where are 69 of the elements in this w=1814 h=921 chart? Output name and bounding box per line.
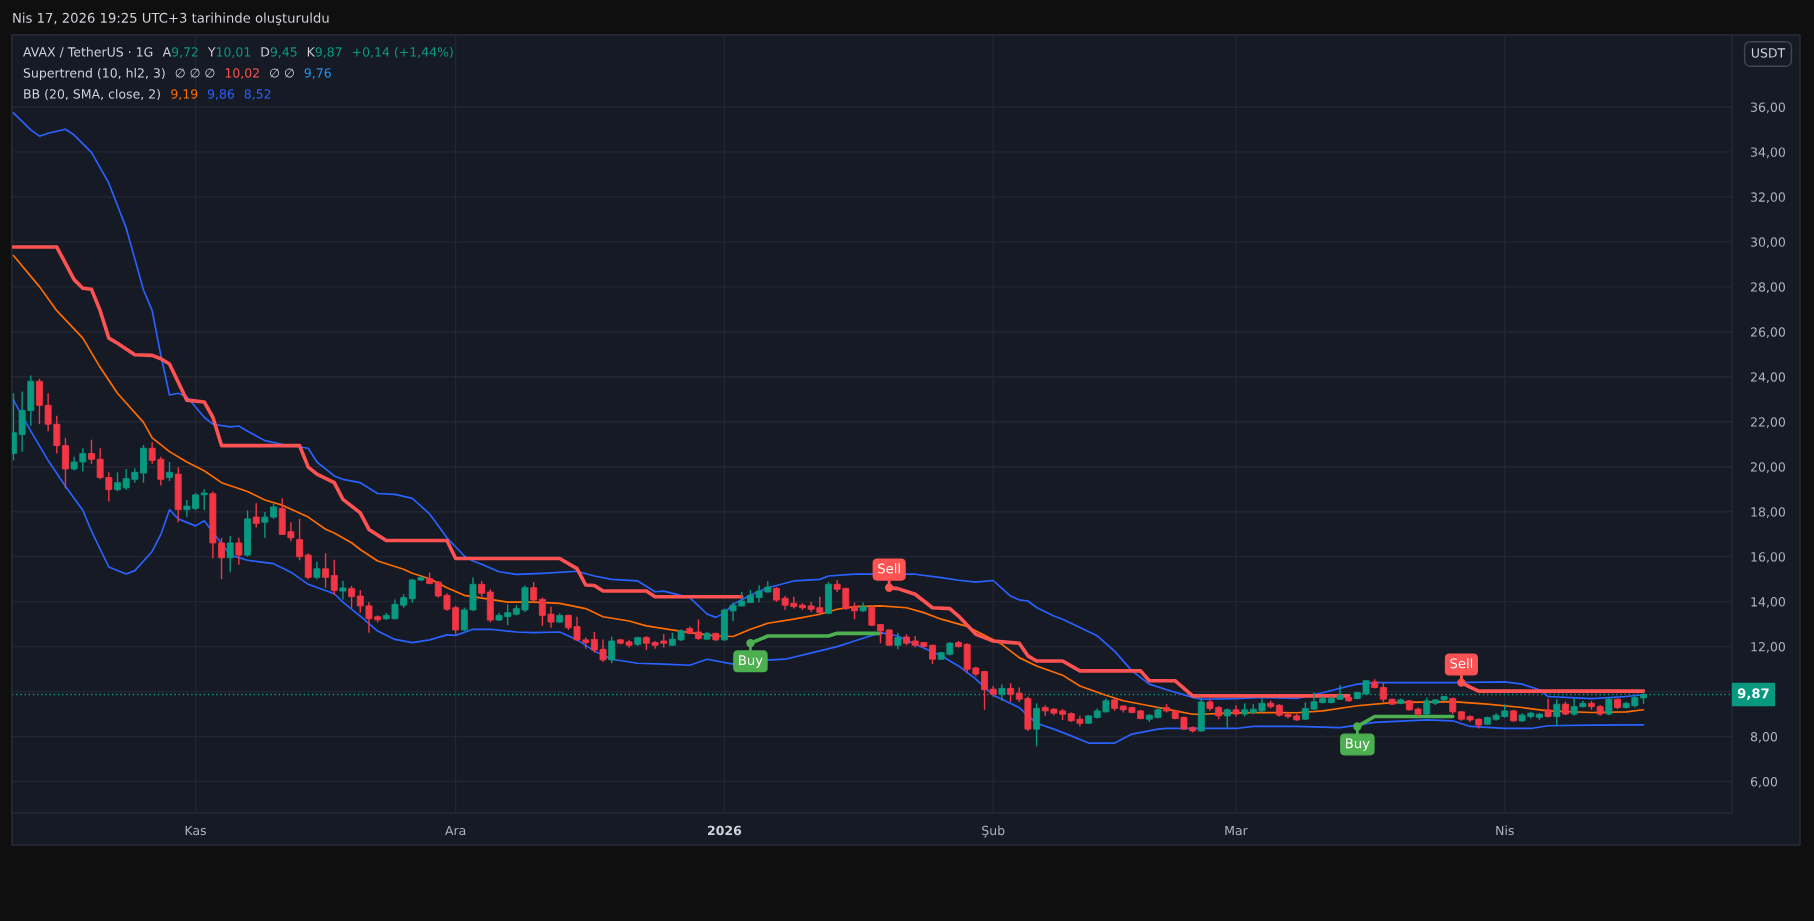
candlestick [1223,707,1231,729]
x-tick-label: Şub [982,825,1005,838]
candlestick [694,618,702,641]
annotation: 9,86 [207,89,235,100]
annotation: K [307,47,316,57]
annotation: 9,19 [171,89,198,100]
annotation: 9,76 [304,68,331,79]
annotation: +0,14 (+1,44%) [352,46,453,59]
annotation: 10,02 [225,68,259,79]
y-tick-label: 30,00 [1751,237,1786,249]
annotation: Supertrend (10, hl2, 3) [23,67,165,81]
candlestick [296,518,304,561]
annotation: 8,52 [244,89,271,100]
candlestick [1007,682,1014,703]
annotation: 10,01 [216,47,251,58]
candlestick [608,636,616,664]
candlestick [530,581,538,602]
point [1353,722,1362,731]
x-tick-label: Ara [445,825,466,836]
point [1457,678,1466,687]
annotation: 9,87 [315,47,342,58]
ref-line-label: 9,87 [1737,688,1769,701]
annotation: D [261,47,270,57]
text: Nis 17, 2026 19:25 UTC+3 tarihinde oluşturuldu [13,12,329,26]
y-tick-label: 12,00 [1751,642,1786,653]
y-tick-label: 20,00 [1750,462,1786,473]
y-tick-label: 16,00 [1751,552,1786,563]
y-tick-label: 14,00 [1751,597,1786,608]
y-tick-label: 32,00 [1751,192,1786,204]
candlestick [166,461,173,482]
y-tick-label: 8,00 [1750,732,1778,743]
candlestick [348,585,356,609]
annotation: Buy [1346,738,1370,751]
candlestick [339,580,347,601]
y-tick-label: 36,00 [1751,102,1786,114]
point [884,583,894,592]
y-tick-label: 24,00 [1750,372,1786,383]
x-tick-label: 2026 [708,825,742,836]
annotation: Sell [1450,658,1473,669]
annotation: Sell [878,563,900,574]
candlestick [235,537,243,566]
y-tick-label: 6,00 [1750,776,1778,788]
candlestick [1553,698,1561,727]
annotation: ∅ ∅ [270,68,294,78]
annotation: 9,72 [171,47,198,58]
candlestick [200,488,208,512]
y-tick-label: 26,00 [1750,327,1786,339]
y-tick-label: 18,00 [1751,507,1786,518]
candlestick [304,552,312,580]
annotation: Y [207,47,216,57]
text: AVAX / TetherUS · 1G [23,46,153,58]
annotation: 9,45 [270,47,297,58]
x-tick-label: Kas [185,825,206,836]
candlestick [252,502,260,529]
candlestick [62,437,69,490]
x-tick-label: Mar [1225,825,1248,836]
candlestick [330,559,338,596]
y-axis-title: USDT [1751,48,1786,58]
point [746,639,755,648]
y-tick-label: 22,00 [1750,417,1786,428]
y-tick-label: 28,00 [1750,282,1786,294]
x-tick-label: Nis [1496,825,1514,836]
annotation: ∅ ∅ ∅ [175,68,215,78]
candlestick [226,535,234,573]
candlestick [322,552,330,589]
annotation: BB (20, SMA, close, 2) [24,88,160,101]
annotation: A [162,47,172,57]
y-tick-label: 34,00 [1751,147,1786,159]
candlestick [1033,702,1041,748]
